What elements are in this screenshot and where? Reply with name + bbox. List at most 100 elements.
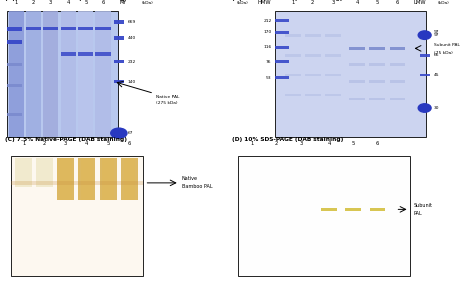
Text: 3: 3 — [64, 141, 67, 146]
Bar — [121, 158, 138, 200]
Text: 6: 6 — [101, 0, 105, 5]
Bar — [390, 80, 405, 83]
Bar — [305, 54, 321, 57]
Text: PAL: PAL — [413, 211, 422, 216]
Text: 30: 30 — [434, 106, 439, 110]
Circle shape — [418, 104, 431, 112]
Bar — [61, 52, 76, 56]
Bar — [325, 74, 341, 77]
Text: 5: 5 — [107, 141, 110, 146]
Bar — [419, 54, 429, 57]
Text: 2: 2 — [43, 141, 46, 146]
Bar — [390, 47, 405, 50]
Text: (B) 10% SDS-PAGE (CBR staining): (B) 10% SDS-PAGE (CBR staining) — [232, 0, 343, 1]
Bar — [238, 156, 410, 276]
Text: (kDa): (kDa) — [237, 1, 248, 5]
Bar — [349, 98, 365, 100]
Bar — [390, 63, 405, 66]
Circle shape — [418, 31, 431, 39]
Bar — [274, 76, 289, 79]
Text: 67: 67 — [128, 131, 133, 135]
Bar — [274, 31, 289, 34]
Bar — [11, 181, 143, 185]
Bar — [7, 11, 118, 137]
Bar — [9, 11, 24, 137]
Bar — [285, 94, 301, 96]
Text: Native: Native — [182, 177, 198, 181]
Bar — [7, 84, 22, 87]
Bar — [369, 98, 385, 100]
Bar — [11, 156, 143, 276]
Bar — [285, 54, 301, 57]
Bar — [7, 40, 22, 44]
Bar — [113, 80, 124, 83]
Text: 116: 116 — [263, 45, 272, 49]
Bar — [61, 11, 76, 137]
Text: 5: 5 — [351, 141, 355, 146]
Text: 2: 2 — [311, 0, 315, 5]
Bar — [81, 158, 93, 200]
Text: 3: 3 — [299, 141, 302, 146]
Bar — [36, 158, 53, 187]
Bar — [370, 208, 385, 211]
Text: 1: 1 — [15, 0, 18, 5]
Text: (275 kDa): (275 kDa) — [156, 101, 178, 105]
Bar — [26, 11, 41, 137]
Bar — [305, 34, 321, 37]
Bar — [95, 52, 110, 56]
Text: 53: 53 — [266, 75, 272, 79]
Bar — [325, 94, 341, 96]
Bar — [57, 158, 74, 200]
Text: 232: 232 — [128, 60, 136, 64]
Bar — [274, 60, 289, 63]
Bar — [78, 52, 93, 56]
Bar — [113, 20, 124, 24]
Bar — [274, 46, 289, 49]
Text: (kDa): (kDa) — [438, 1, 450, 5]
Bar — [285, 74, 301, 77]
Text: HMW: HMW — [258, 0, 271, 5]
Text: 5: 5 — [375, 0, 379, 5]
Bar — [102, 158, 114, 200]
Bar — [305, 94, 321, 96]
Bar — [346, 208, 361, 211]
Text: (D) 10% SDS-PAGE (DAB staining): (D) 10% SDS-PAGE (DAB staining) — [232, 137, 344, 142]
Bar — [78, 11, 93, 137]
Bar — [95, 11, 110, 137]
Circle shape — [111, 128, 127, 138]
Bar — [7, 27, 22, 31]
Text: 76: 76 — [266, 60, 272, 64]
Bar — [274, 11, 426, 137]
Bar — [285, 34, 301, 37]
Text: (A) 7.5% Native-PAGE (CBR staining): (A) 7.5% Native-PAGE (CBR staining) — [5, 0, 127, 1]
Text: 97: 97 — [434, 33, 439, 37]
Text: 140: 140 — [128, 79, 136, 84]
Text: 97: 97 — [434, 31, 439, 35]
Bar — [26, 27, 41, 31]
Text: (75 kDa): (75 kDa) — [434, 51, 453, 55]
Bar — [325, 34, 341, 37]
Bar — [349, 63, 365, 66]
Bar — [95, 27, 110, 31]
Bar — [113, 36, 124, 40]
Text: 66: 66 — [434, 53, 439, 57]
Text: Bamboo PAL: Bamboo PAL — [182, 184, 212, 189]
Bar — [7, 63, 22, 66]
Text: 4: 4 — [356, 0, 359, 5]
Bar — [369, 47, 385, 50]
Text: (kDa): (kDa) — [142, 1, 154, 5]
Text: 2: 2 — [32, 0, 35, 5]
Bar — [349, 47, 365, 50]
Text: LMW: LMW — [413, 0, 426, 5]
Bar — [390, 98, 405, 100]
Bar — [113, 60, 124, 63]
Text: 1: 1 — [251, 141, 254, 146]
Bar — [43, 11, 58, 137]
Text: 45: 45 — [434, 73, 439, 77]
Text: 170: 170 — [263, 31, 272, 35]
Text: 1: 1 — [291, 0, 294, 5]
Text: 440: 440 — [128, 36, 136, 40]
Bar — [7, 113, 22, 116]
Text: 3: 3 — [49, 0, 52, 5]
Text: 6: 6 — [396, 0, 399, 5]
